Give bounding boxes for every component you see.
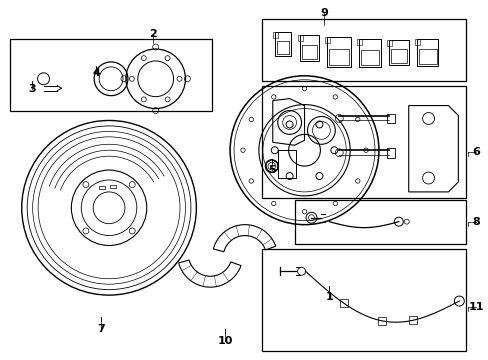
Bar: [276, 41, 288, 54]
Bar: [328, 49, 348, 65]
Bar: [299, 35, 319, 61]
Bar: [378, 317, 386, 325]
Bar: [360, 50, 378, 65]
Text: 8: 8: [471, 217, 479, 227]
Bar: [110, 185, 116, 188]
Text: 2: 2: [148, 29, 156, 39]
Bar: [408, 316, 416, 324]
Text: 3: 3: [28, 84, 36, 94]
Text: 4: 4: [92, 68, 100, 78]
Bar: [386, 148, 394, 158]
Bar: [272, 32, 277, 38]
Text: 9: 9: [320, 8, 327, 18]
Bar: [325, 37, 330, 43]
Bar: [416, 39, 438, 66]
Bar: [301, 45, 317, 59]
Bar: [277, 150, 295, 178]
Text: 1: 1: [325, 292, 332, 302]
Polygon shape: [213, 225, 275, 252]
Text: 11: 11: [468, 302, 483, 312]
Text: 5: 5: [267, 165, 275, 175]
Bar: [388, 40, 408, 65]
Text: 6: 6: [471, 147, 479, 157]
Bar: [297, 35, 302, 41]
Text: 10: 10: [217, 336, 232, 346]
Polygon shape: [178, 260, 241, 287]
Bar: [386, 113, 394, 123]
Bar: [356, 39, 361, 45]
Text: 7: 7: [97, 324, 105, 334]
Bar: [99, 186, 104, 189]
Bar: [414, 39, 419, 45]
Bar: [390, 49, 406, 63]
Bar: [274, 32, 290, 56]
Bar: [326, 37, 350, 67]
Bar: [262, 249, 466, 351]
Bar: [262, 19, 466, 81]
Bar: [418, 49, 436, 64]
Bar: [294, 200, 466, 244]
Bar: [339, 299, 347, 307]
Bar: [386, 40, 391, 46]
Bar: [358, 39, 380, 67]
Bar: [262, 86, 466, 198]
Bar: [10, 39, 212, 111]
